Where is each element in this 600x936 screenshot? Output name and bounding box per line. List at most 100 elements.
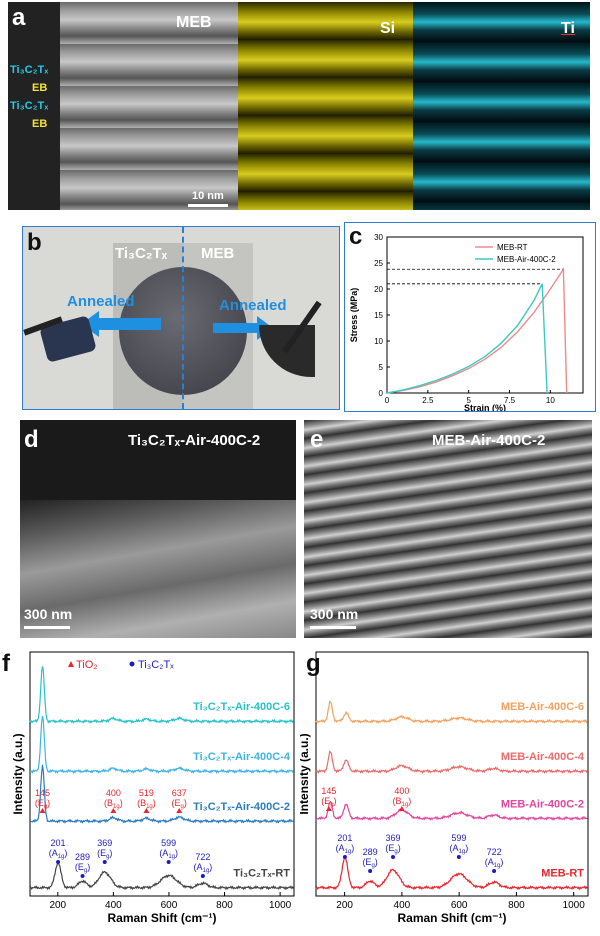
series-line-1 <box>386 283 548 394</box>
ti3c2-legend-label: Ti₃C₂Tₓ <box>138 659 174 671</box>
panel-f: f 200 400 600 800 1000 Raman Shift (cm⁻¹) Inte… <box>0 646 300 936</box>
ti3c2-mode-label: (A1g) <box>485 857 504 869</box>
divider-dashed-line <box>182 227 184 409</box>
legend-label: MEB-Air-400C-2 <box>497 255 556 264</box>
ti-map-image <box>413 2 590 210</box>
ti3c2-mode-label: (A1g) <box>450 843 469 855</box>
ti3c2-mode-label: (A1g) <box>336 843 355 855</box>
ti3c2-peak-label: 201 <box>337 833 352 843</box>
tio2-peak-label: 400 <box>106 788 121 798</box>
ti3c2-mode-label: (A1g) <box>194 862 213 874</box>
panel-d-scale-bar-label: 300 nm <box>24 606 73 622</box>
x-axis-label: Raman Shift (cm⁻¹) <box>397 911 506 925</box>
x-tick-label: 0 <box>385 396 390 405</box>
tio2-legend-label: TiO₂ <box>76 659 98 671</box>
tio2-peak-label: 400 <box>394 786 409 796</box>
ti3c2-peak-label: 369 <box>386 833 401 843</box>
ti3c2-peak-label: 722 <box>195 852 210 862</box>
spectrum-3 <box>315 855 588 891</box>
panel-e-label: e <box>310 426 324 453</box>
series-label-2: Ti₃C₂Tₓ-Air-400C-2 <box>193 801 290 813</box>
panel-b: Ti₃C₂Tₓ MEB Annealed Annealed b <box>22 226 340 410</box>
scale-bar-line <box>188 204 228 207</box>
panel-a-label: a <box>12 4 26 31</box>
series-label-2: MEB-Air-400C-2 <box>501 798 584 810</box>
tio2-marker <box>143 808 150 813</box>
side-label-ti3c2tx-2: Ti₃C₂Tₓ <box>10 100 49 112</box>
spectrum-2 <box>315 800 588 822</box>
ti3c2-marker <box>102 860 107 864</box>
y-tick-label: 25 <box>374 259 383 268</box>
panel-c: c 0 5 10 15 20 25 30 0 2.5 5 7.5 10 Strain (%) Stress… <box>344 222 596 412</box>
panel-g-label: g <box>306 650 321 677</box>
panel-d-scale-bar-line <box>24 626 70 629</box>
tio2-marker <box>325 806 332 811</box>
panel-c-label: c <box>349 223 363 250</box>
x-tick-label: 600 <box>161 900 178 911</box>
tio2-peak-label: 145 <box>35 788 50 798</box>
spectrum-1 <box>29 715 294 774</box>
si-title: Si <box>380 20 396 37</box>
panel-b-label: b <box>27 229 42 256</box>
raman-chart-f: 200 400 600 800 1000 Raman Shift (cm⁻¹) Intens… <box>11 651 295 925</box>
ti-title: Ti <box>561 20 575 37</box>
tio2-mode-label: (Eg) <box>172 798 187 810</box>
y-tick-label: 5 <box>379 363 384 372</box>
si-map-image <box>238 2 413 210</box>
spectrum-0 <box>29 666 294 725</box>
tio2-mode-label: (Eg) <box>321 796 336 808</box>
x-tick-label: 5 <box>466 396 471 405</box>
x-tick-label: 2.5 <box>422 396 434 405</box>
side-label-ti3c2tx-1: Ti₃C₂Tₓ <box>10 64 49 76</box>
x-tick-label: 600 <box>451 900 468 911</box>
tio2-marker <box>176 808 183 813</box>
x-tick-label: 800 <box>216 900 233 911</box>
panel-f-label: f <box>2 650 10 677</box>
spectrum-2 <box>29 764 294 824</box>
tio2-marker <box>398 806 405 811</box>
plot-frame <box>315 651 589 897</box>
y-axis-label: Intensity (a.u.) <box>11 733 25 814</box>
ti3c2-marker <box>56 860 61 864</box>
x-tick-label: 200 <box>49 900 66 911</box>
side-label-eb-2: EB <box>32 118 48 130</box>
spectrum-0 <box>315 700 588 725</box>
stress-strain-chart: 0 5 10 15 20 25 30 0 2.5 5 7.5 10 Strain (%) Stress (… <box>349 233 584 411</box>
ti3c2-mode-label: (Eg) <box>385 843 400 855</box>
legend-label: MEB-RT <box>497 243 528 252</box>
panel-b-left-title: Ti₃C₂Tₓ <box>115 245 168 262</box>
side-label-eb-1: EB <box>32 82 48 94</box>
ti3c2-peak-label: 722 <box>487 847 502 857</box>
panel-d-title: Ti₃C₂Tₓ-Air-400C-2 <box>128 432 261 449</box>
right-arrow-label: Annealed <box>219 297 287 314</box>
series-label-3: Ti₃C₂Tₓ-RT <box>233 868 290 880</box>
tio2-legend-marker <box>68 661 74 667</box>
y-axis-label: Intensity (a.u.) <box>300 733 311 814</box>
ti3c2-peak-label: 289 <box>363 847 378 857</box>
panel-e-scale-bar-line <box>310 626 356 629</box>
x-tick-label: 400 <box>394 900 411 911</box>
tio2-marker <box>39 808 46 813</box>
ti3c2-marker <box>368 869 373 873</box>
y-tick-label: 10 <box>374 337 383 346</box>
ti3c2-legend-marker <box>129 661 135 667</box>
series-label-1: Ti₃C₂Tₓ-Air-400C-4 <box>193 751 291 763</box>
panel-e-scale-bar-label: 300 nm <box>310 606 359 622</box>
ti3c2-peak-label: 289 <box>75 852 90 862</box>
ti3c2-mode-label: (Eg) <box>362 857 377 869</box>
series-label-1: MEB-Air-400C-4 <box>501 751 585 763</box>
meb-tem-image <box>60 2 238 210</box>
spectrum-1 <box>315 750 588 774</box>
series-label-3: MEB-RT <box>541 868 584 880</box>
ti3c2-marker <box>456 855 461 859</box>
scale-bar-label: 10 nm <box>192 190 224 202</box>
ti3c2-marker <box>342 855 347 859</box>
series-line-0 <box>386 267 568 394</box>
ti3c2-peak-label: 599 <box>451 833 466 843</box>
panel-e: e MEB-Air-400C-2 300 nm <box>304 420 592 638</box>
ti3c2-peak-label: 369 <box>97 838 112 848</box>
plot-frame <box>29 651 295 897</box>
tio2-peak-label: 637 <box>172 788 187 798</box>
panel-a: a MEB Si Ti Ti₃C₂Tₓ EB Ti₃C₂Tₓ EB 10 nm <box>8 2 590 210</box>
ti3c2-peak-label: 599 <box>161 838 176 848</box>
